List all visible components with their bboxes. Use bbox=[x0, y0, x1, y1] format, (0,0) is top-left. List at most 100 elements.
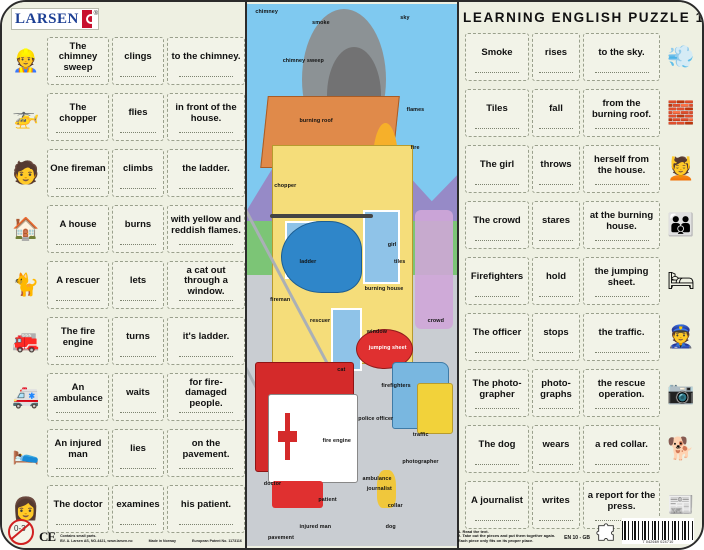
puzzle-piece-object[interactable]: for fire-damaged people. bbox=[167, 372, 245, 421]
sentence-row: 🧑 One fireman climbs the ladder. bbox=[2, 146, 245, 199]
puzzle-piece-group: The officer stops the traffic. bbox=[465, 312, 660, 361]
puzzle-piece-object[interactable]: on the pavement. bbox=[167, 428, 245, 477]
puzzle-piece-object[interactable]: with yellow and reddish flames. bbox=[167, 204, 245, 253]
jumping-sheet-icon: 🛏 bbox=[667, 267, 695, 293]
puzzle-piece-verb[interactable]: turns bbox=[112, 316, 164, 365]
puzzle-piece-subject[interactable]: The girl bbox=[465, 144, 529, 193]
puzzle-piece-subject[interactable]: One fireman bbox=[47, 148, 109, 197]
puzzle-piece-object[interactable]: the jumping sheet. bbox=[583, 256, 660, 305]
puzzle-piece-subject[interactable]: Smoke bbox=[465, 32, 529, 81]
puzzle-piece-verb[interactable]: burns bbox=[112, 204, 164, 253]
puzzle-piece-group: One fireman climbs the ladder. bbox=[47, 148, 245, 197]
puzzle-piece-verb[interactable]: stops bbox=[532, 312, 580, 361]
puzzle-piece-verb[interactable]: wears bbox=[532, 424, 580, 473]
puzzle-piece-verb[interactable]: hold bbox=[532, 256, 580, 305]
piece-text: lies bbox=[130, 443, 146, 455]
puzzle-piece-subject[interactable]: Tiles bbox=[465, 88, 529, 137]
piece-text: The fire engine bbox=[60, 326, 96, 348]
puzzle-piece-verb[interactable]: lets bbox=[112, 260, 164, 309]
puzzle-piece-object[interactable]: the rescue operation. bbox=[583, 368, 660, 417]
puzzle-piece-object[interactable]: it's ladder. bbox=[167, 316, 245, 365]
puzzle-piece-verb[interactable]: examines bbox=[112, 484, 164, 533]
patent-text: European Patent No. 1173116 bbox=[192, 538, 242, 543]
helicopter-icon: 🚁 bbox=[12, 103, 40, 129]
puzzle-piece-object[interactable]: at the burning house. bbox=[583, 200, 660, 249]
puzzle-piece-subject[interactable]: The chopper bbox=[47, 92, 109, 141]
puzzle-piece-object[interactable]: a report for the press. bbox=[583, 480, 660, 529]
dog-shape bbox=[377, 470, 397, 509]
puzzle-piece-subject[interactable]: The doctor bbox=[47, 484, 109, 533]
piece-text: turns bbox=[126, 331, 150, 343]
sentence-row: The girl throws herself from the house. 💆 bbox=[459, 142, 702, 195]
jumping-girl-icon: 💆 bbox=[667, 155, 695, 181]
rescuer-cat-icon: 🐈 bbox=[12, 271, 40, 297]
scene-label: smoke bbox=[312, 20, 330, 27]
puzzle-piece-object[interactable]: from the burning roof. bbox=[583, 88, 660, 137]
puzzle-piece-verb[interactable]: fall bbox=[532, 88, 580, 137]
puzzle-piece-subject[interactable]: Firefighters bbox=[465, 256, 529, 305]
left-divider bbox=[245, 2, 247, 548]
puzzle-piece-object[interactable]: herself from the house. bbox=[583, 144, 660, 193]
puzzle-piece-subject[interactable]: A journalist bbox=[465, 480, 529, 529]
piece-text: in front of the house. bbox=[175, 102, 237, 124]
puzzle-piece-verb[interactable]: waits bbox=[112, 372, 164, 421]
page-title: LEARNING ENGLISH PUZZLE 10 bbox=[463, 10, 704, 25]
puzzle-piece-verb[interactable]: rises bbox=[532, 32, 580, 81]
puzzle-piece-verb[interactable]: photo-graphs bbox=[532, 368, 580, 417]
puzzle-piece-subject[interactable]: The fire engine bbox=[47, 316, 109, 365]
photographer-icon: 📷 bbox=[667, 379, 695, 405]
puzzle-piece-object[interactable]: to the sky. bbox=[583, 32, 660, 81]
puzzle-piece-subject[interactable]: A rescuer bbox=[47, 260, 109, 309]
scene-label: jumping sheet bbox=[368, 345, 407, 352]
piece-text: Smoke bbox=[481, 47, 513, 59]
puzzle-piece-subject[interactable]: The dog bbox=[465, 424, 529, 473]
puzzle-piece-verb[interactable]: clings bbox=[112, 36, 164, 85]
puzzle-piece-verb[interactable]: throws bbox=[532, 144, 580, 193]
piece-text: wears bbox=[542, 439, 570, 451]
piece-text: burns bbox=[124, 219, 152, 231]
piece-text: to the chimney. bbox=[171, 51, 241, 63]
piece-text: from the burning roof. bbox=[591, 98, 652, 120]
left-sentence-list: 👷 The chimney sweep clings to the chimney. 🚁… bbox=[2, 34, 245, 538]
logo-wordmark: LARSEN bbox=[15, 10, 79, 27]
puzzle-piece-subject[interactable]: An injured man bbox=[47, 428, 109, 477]
puzzle-piece-object[interactable]: the traffic. bbox=[583, 312, 660, 361]
sentence-row: Smoke rises to the sky. 💨 bbox=[459, 30, 702, 83]
puzzle-piece-object[interactable]: in front of the house. bbox=[167, 92, 245, 141]
puzzle-piece-object[interactable]: his patient. bbox=[167, 484, 245, 533]
puzzle-piece-object[interactable]: a red collar. bbox=[583, 424, 660, 473]
scene-label: injured man bbox=[299, 524, 332, 531]
puzzle-piece-subject[interactable]: An ambulance bbox=[47, 372, 109, 421]
puzzle-piece-verb[interactable]: writes bbox=[532, 480, 580, 529]
puzzle-piece-group: Smoke rises to the sky. bbox=[465, 32, 660, 81]
puzzle-piece-subject[interactable]: A house bbox=[47, 204, 109, 253]
puzzle-piece-object[interactable]: to the chimney. bbox=[167, 36, 245, 85]
larsen-logo-mark bbox=[81, 10, 96, 28]
piece-text: Firefighters bbox=[470, 271, 524, 283]
puzzle-piece-verb[interactable]: flies bbox=[112, 92, 164, 141]
puzzle-piece-group: Tiles fall from the burning roof. bbox=[465, 88, 660, 137]
puzzle-piece-object[interactable]: a cat out through a window. bbox=[167, 260, 245, 309]
piece-text: the ladder. bbox=[182, 163, 230, 175]
barcode-bars bbox=[622, 521, 694, 540]
barcode: 7 042669 024710 bbox=[622, 518, 694, 544]
scene-label: chopper bbox=[274, 182, 297, 189]
puzzle-piece-subject[interactable]: The chimney sweep bbox=[47, 36, 109, 85]
piece-text: The officer bbox=[472, 327, 522, 339]
puzzle-piece-subject[interactable]: The photo-grapher bbox=[465, 368, 529, 417]
puzzle-piece-group: The chopper flies in front of the house. bbox=[47, 92, 245, 141]
puzzle-piece-verb[interactable]: stares bbox=[532, 200, 580, 249]
scene-label: doctor bbox=[263, 480, 282, 487]
police-officer-icon: 👮 bbox=[667, 323, 695, 349]
puzzle-piece-object[interactable]: the ladder. bbox=[167, 148, 245, 197]
scene-label: chimney bbox=[255, 9, 278, 16]
instruction-line: Each piece only fits on its proper place… bbox=[458, 538, 534, 544]
puzzle-piece-verb[interactable]: climbs bbox=[112, 148, 164, 197]
window-shape bbox=[331, 307, 363, 372]
piece-text: a cat out through a window. bbox=[184, 264, 228, 297]
piece-text: a red collar. bbox=[595, 439, 648, 451]
piece-text: fall bbox=[549, 103, 563, 115]
puzzle-piece-verb[interactable]: lies bbox=[112, 428, 164, 477]
puzzle-piece-subject[interactable]: The officer bbox=[465, 312, 529, 361]
puzzle-piece-subject[interactable]: The crowd bbox=[465, 200, 529, 249]
